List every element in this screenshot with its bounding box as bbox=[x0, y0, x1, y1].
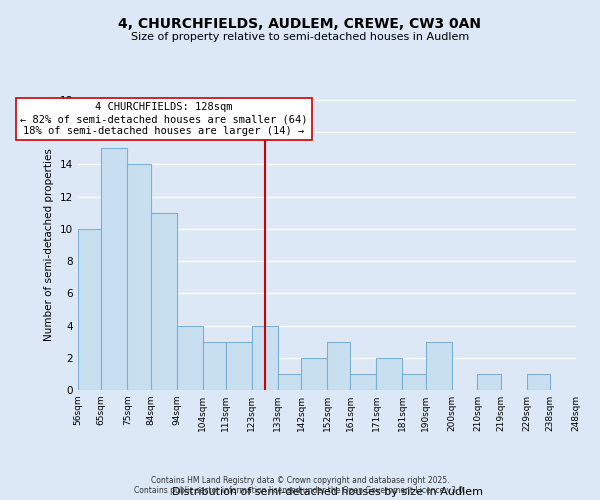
Text: Size of property relative to semi-detached houses in Audlem: Size of property relative to semi-detach… bbox=[131, 32, 469, 42]
Y-axis label: Number of semi-detached properties: Number of semi-detached properties bbox=[44, 148, 55, 342]
Bar bbox=[176, 326, 203, 390]
Text: Contains HM Land Registry data © Crown copyright and database right 2025.
Contai: Contains HM Land Registry data © Crown c… bbox=[134, 476, 466, 495]
Bar bbox=[278, 374, 301, 390]
Text: 4, CHURCHFIELDS, AUDLEM, CREWE, CW3 0AN: 4, CHURCHFIELDS, AUDLEM, CREWE, CW3 0AN bbox=[119, 18, 482, 32]
Bar bbox=[527, 374, 550, 390]
Bar bbox=[226, 342, 252, 390]
Bar bbox=[425, 342, 452, 390]
Bar bbox=[151, 213, 176, 390]
Bar bbox=[350, 374, 376, 390]
Text: 4 CHURCHFIELDS: 128sqm
← 82% of semi-detached houses are smaller (64)
18% of sem: 4 CHURCHFIELDS: 128sqm ← 82% of semi-det… bbox=[20, 102, 307, 136]
Bar bbox=[376, 358, 402, 390]
Bar bbox=[78, 229, 101, 390]
X-axis label: Distribution of semi-detached houses by size in Audlem: Distribution of semi-detached houses by … bbox=[172, 487, 482, 497]
Bar bbox=[203, 342, 226, 390]
Bar bbox=[101, 148, 127, 390]
Bar bbox=[127, 164, 151, 390]
Bar bbox=[252, 326, 278, 390]
Bar bbox=[478, 374, 501, 390]
Bar bbox=[402, 374, 425, 390]
Bar bbox=[301, 358, 327, 390]
Bar bbox=[327, 342, 350, 390]
